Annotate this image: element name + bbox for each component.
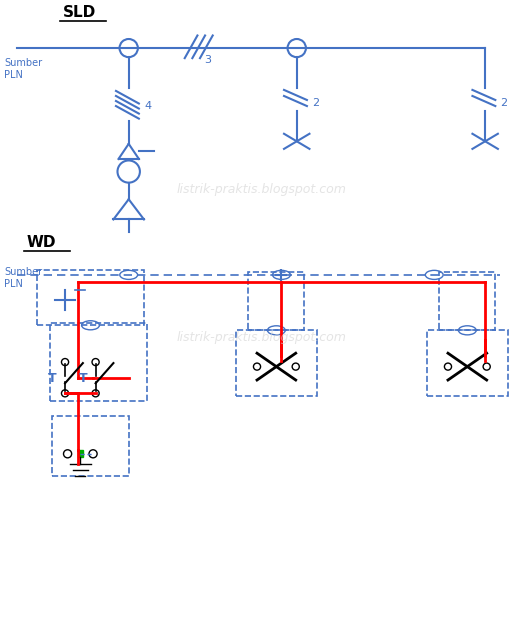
Text: Sumber
PLN: Sumber PLN	[4, 58, 42, 80]
Bar	[78, 450, 83, 457]
Text: 2: 2	[312, 98, 319, 108]
Text: listrik-praktis.blogspot.com: listrik-praktis.blogspot.com	[176, 331, 346, 344]
Text: T: T	[79, 372, 88, 385]
Text: T: T	[48, 372, 57, 385]
Text: 4: 4	[144, 100, 151, 111]
Text: 3: 3	[204, 55, 211, 65]
Text: listrik-praktis.blogspot.com: listrik-praktis.blogspot.com	[176, 183, 346, 196]
Text: SLD: SLD	[62, 6, 96, 20]
Text: Sumber
PLN: Sumber PLN	[4, 267, 42, 289]
Text: WD: WD	[27, 235, 56, 249]
Text: 2: 2	[500, 98, 507, 108]
